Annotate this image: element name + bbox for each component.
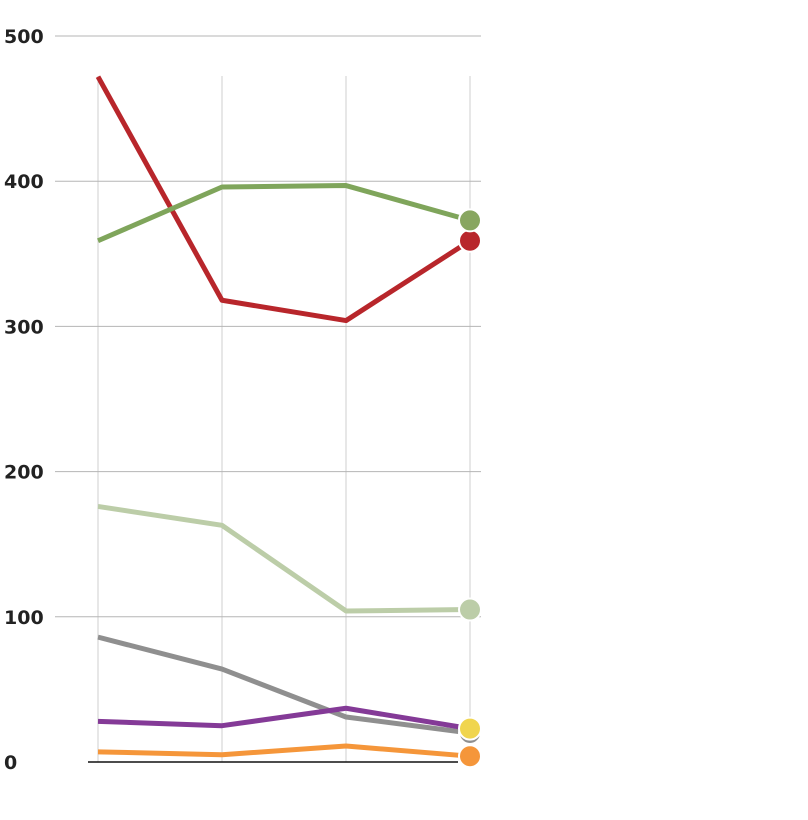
series-line-orange (97, 743, 471, 759)
endpoint-dot-orange (458, 744, 482, 769)
y-tick-label: 300 (4, 316, 44, 338)
endpoint-dot-red (458, 228, 482, 253)
grid: 0 100 200 300 400 500 (4, 26, 481, 774)
y-tick-label: 400 (4, 171, 44, 193)
y-tick-label: 200 (4, 462, 44, 484)
series-line-gray (97, 634, 471, 736)
series-line-light-green (97, 503, 471, 614)
endpoint-dot-light-green (458, 597, 482, 622)
series-line-green (97, 183, 471, 244)
y-tick-label: 500 (4, 26, 44, 48)
series-line-purple (97, 705, 471, 732)
series-lines (95, 75, 472, 759)
series-line-red (95, 75, 472, 324)
series-endpoints (458, 208, 482, 769)
endpoint-dot-green (458, 208, 482, 233)
endpoint-dot-purple (458, 716, 482, 741)
y-tick-label: 100 (4, 607, 44, 629)
y-tick-label: 0 (4, 752, 17, 774)
